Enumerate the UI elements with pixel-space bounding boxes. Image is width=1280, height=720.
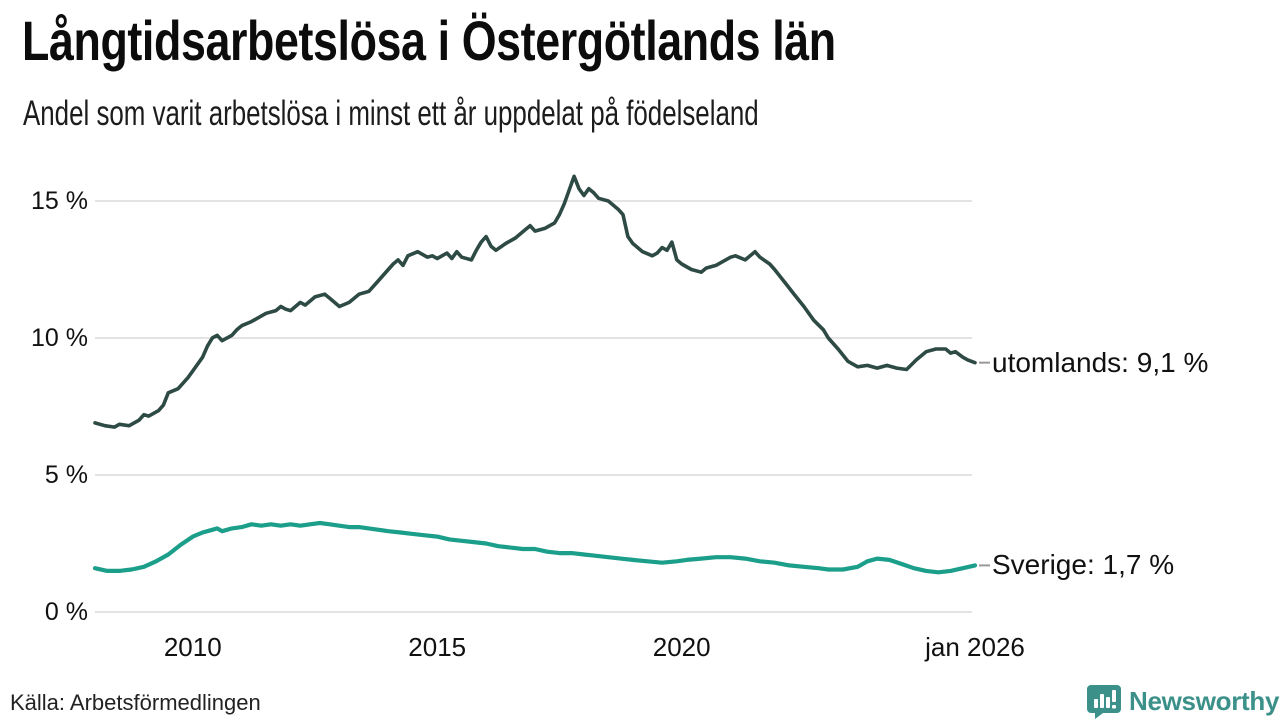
brand-logo: Newsworthy (1086, 683, 1279, 719)
x-axis-tick-label: 2015 (408, 632, 467, 662)
series-line-sverige (92, 520, 978, 575)
x-axis-tick-label: 2010 (163, 632, 222, 662)
series-label-utomlands: utomlands: 9,1 % (992, 346, 1209, 378)
page-subtitle: Andel som varit arbetslösa i minst ett å… (23, 94, 759, 133)
series-line-utomlands (93, 174, 977, 429)
brand-name: Newsworthy (1129, 685, 1280, 716)
source-note: Källa: Arbetsförmedlingen (10, 690, 261, 715)
y-axis-tick-label: 0 % (44, 598, 88, 626)
y-axis-tick-label: 10 % (31, 324, 88, 352)
page-title: Långtidsarbetslösa i Östergötlands län (22, 9, 836, 72)
series-label-sverige: Sverige: 1,7 % (992, 549, 1175, 581)
x-axis-tick-label: jan 2026 (925, 632, 1025, 662)
y-axis-tick-label: 5 % (44, 461, 88, 489)
newsworthy-bubble-chart-icon (1086, 683, 1122, 719)
y-axis-tick-label: 15 % (31, 187, 88, 215)
x-axis-tick-label: 2020 (652, 632, 711, 662)
